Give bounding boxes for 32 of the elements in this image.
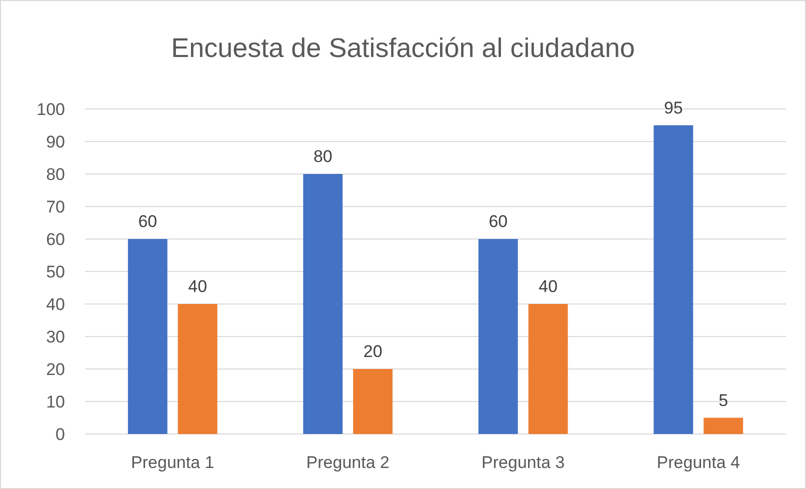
bar [528,304,568,434]
bar [178,304,218,434]
data-label: 80 [313,147,332,166]
data-label: 60 [138,212,158,231]
y-tick-label: 10 [46,392,65,412]
y-tick-label: 70 [46,197,65,216]
x-tick-label: Pregunta 2 [306,453,390,472]
y-tick-label: 30 [46,327,65,346]
x-tick-label: Pregunta 1 [131,453,214,472]
bar [128,239,168,434]
data-label: 5 [718,390,728,410]
y-tick-label: 40 [46,294,65,314]
y-tick-label: 80 [46,164,65,184]
bar [303,174,343,434]
x-tick-label: Pregunta 4 [656,453,740,472]
data-label: 60 [488,212,508,231]
y-tick-label: 20 [46,360,65,379]
y-tick-label: 100 [36,100,65,119]
y-tick-label: 0 [56,424,65,444]
data-label: 20 [363,342,382,361]
y-tick-label: 50 [46,262,65,282]
bar [478,239,518,434]
bar [654,125,694,434]
y-tick-label: 60 [46,230,65,249]
bar [704,418,744,434]
bar [353,369,393,434]
y-tick-label: 90 [46,132,65,152]
data-label: 40 [188,277,208,296]
chart-title: Encuesta de Satisfacción al ciudadano [171,33,635,63]
x-tick-label: Pregunta 3 [482,453,565,472]
data-label: 40 [538,277,558,296]
data-label: 95 [664,98,683,118]
